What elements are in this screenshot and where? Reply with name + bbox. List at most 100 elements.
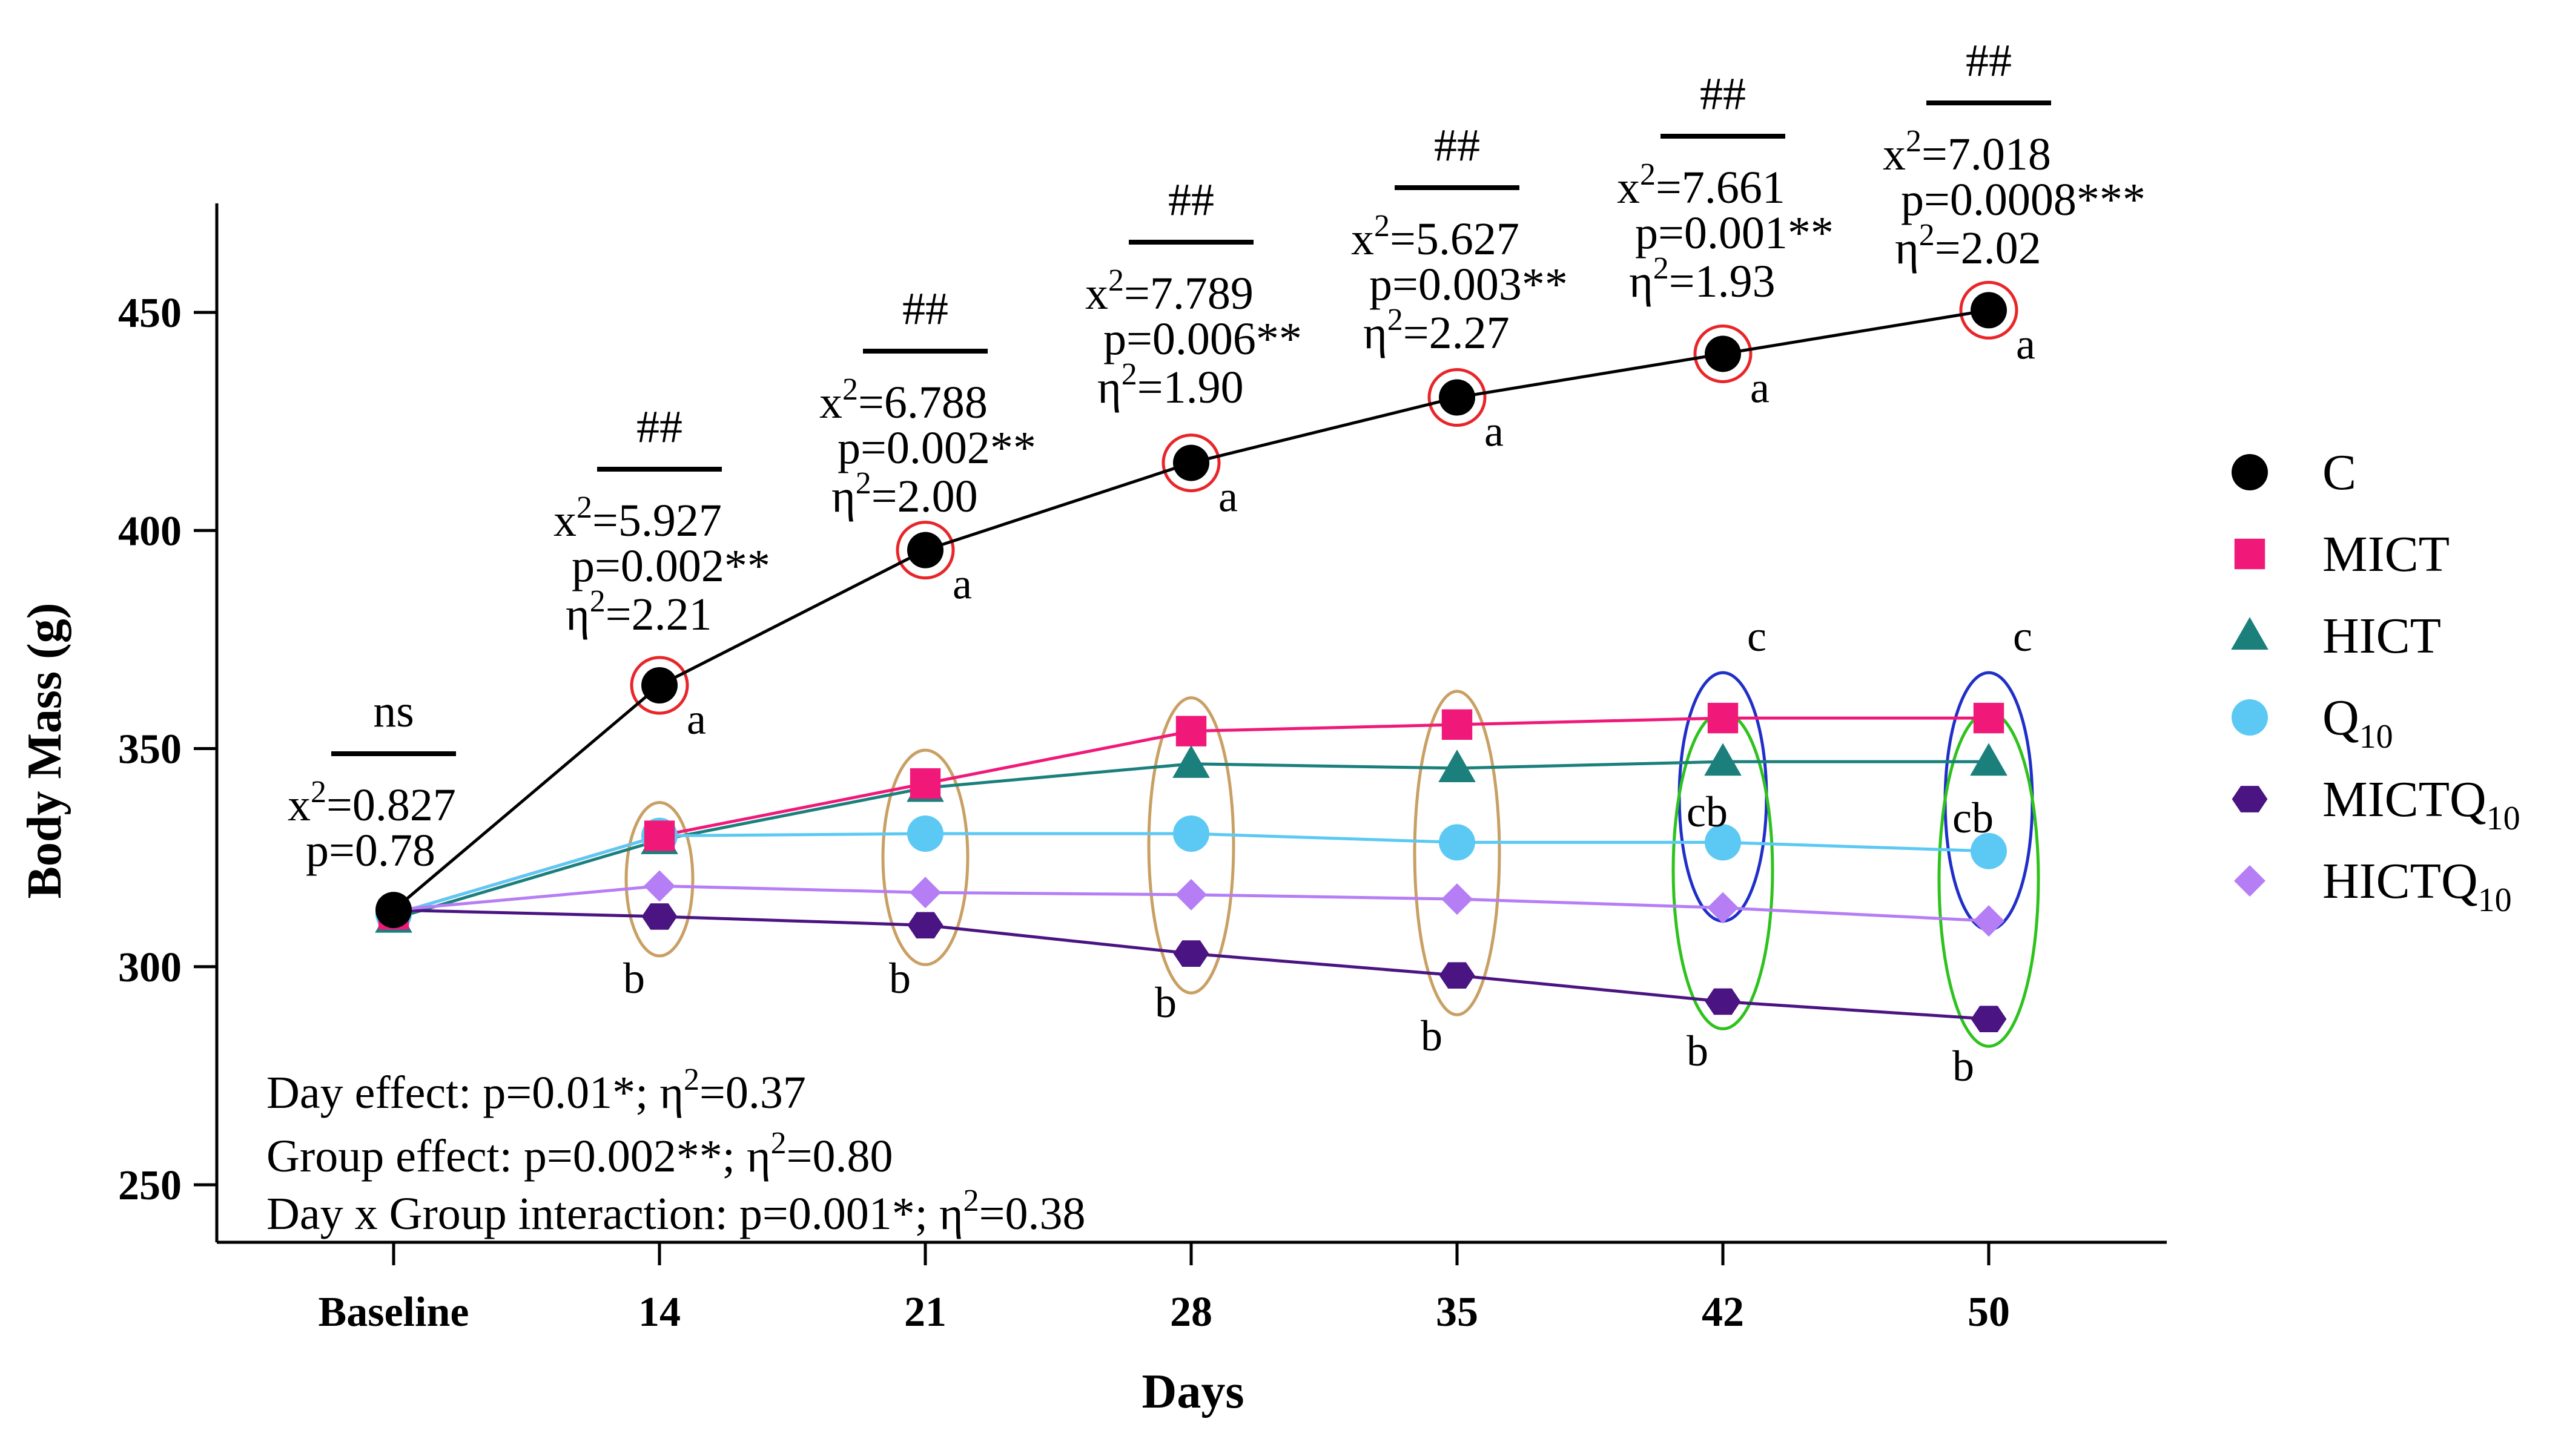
data-point-hictq10	[1175, 878, 1207, 911]
legend-label: HICT	[2322, 608, 2441, 664]
data-point-c	[641, 667, 678, 704]
legend-marker-hict	[2231, 617, 2269, 650]
data-point-hict	[1438, 749, 1476, 783]
data-point-q10	[907, 815, 943, 852]
data-point-mict	[1973, 702, 2004, 734]
significance-marker: ##	[1434, 120, 1480, 171]
data-point-q10	[1705, 824, 1741, 861]
control-highlight-circle	[630, 656, 689, 715]
x-tick-label: 14	[638, 1289, 681, 1336]
data-point-hictq10	[910, 877, 941, 909]
chi-square-value: x2=0.827	[288, 775, 456, 831]
group-letter-c: c	[2013, 612, 2032, 660]
axes: 250 300 350 400 450 Baseline 14 21 28 35 42 50 Days B…	[18, 203, 2167, 1418]
group-letter-cb: cb	[1952, 794, 1994, 842]
data-point-mictq10	[641, 903, 678, 930]
control-highlight-circle	[896, 521, 955, 580]
group-letter-a: a	[687, 695, 706, 743]
data-point-c	[1705, 335, 1741, 372]
control-highlight-circle	[1693, 324, 1753, 383]
significance-marker: ##	[902, 283, 948, 334]
significance-marker: ns	[373, 686, 414, 737]
group-letter-b: b	[1952, 1042, 1974, 1090]
eta-squared-value: η2=2.00	[831, 466, 978, 522]
group-letter-b: b	[1687, 1027, 1708, 1075]
group-letter-a: a	[1484, 407, 1504, 455]
group-letter-cb: cb	[1687, 788, 1728, 836]
significance-marker: ##	[1168, 174, 1214, 225]
data-point-mict	[1707, 702, 1739, 734]
data-point-q10	[1439, 824, 1475, 861]
x-axis-title: Days	[1142, 1365, 1244, 1418]
chi-square-value: x2=6.788	[819, 372, 988, 428]
y-tick-label: 350	[118, 726, 182, 773]
series-markers	[375, 292, 2007, 1033]
significance-marker: ##	[636, 401, 682, 452]
data-point-mictq10	[1705, 988, 1741, 1015]
eta-squared-value: η2=1.90	[1097, 357, 1244, 413]
p-value: p=0.002**	[838, 423, 1036, 473]
group-letter-a: a	[953, 560, 972, 608]
legend-marker-mict	[2234, 538, 2265, 570]
data-point-mictq10	[907, 912, 943, 939]
data-point-hictq10	[1441, 883, 1473, 915]
data-point-hict	[1704, 743, 1742, 776]
legend-label: C	[2322, 444, 2356, 501]
y-tick-label: 450	[118, 290, 182, 337]
control-highlight-circle	[1162, 433, 1221, 493]
group-letter-b: b	[1155, 978, 1177, 1027]
chi-square-value: x2=7.789	[1085, 263, 1254, 319]
data-point-c	[375, 892, 412, 929]
p-value: p=0.0008***	[1901, 174, 2146, 225]
data-point-mict	[1441, 709, 1473, 740]
y-axis-title: Body Mass (g)	[18, 603, 71, 899]
x-tick-label: 28	[1170, 1289, 1212, 1336]
series-lines	[392, 308, 1989, 1021]
data-point-hictq10	[1707, 892, 1739, 924]
data-point-hictq10	[1973, 905, 2004, 937]
effect-statistic: Day effect: p=0.01*; η2=0.37	[266, 1062, 806, 1118]
significance-marker: ##	[1966, 35, 2012, 86]
group-letter-b: b	[1421, 1012, 1442, 1060]
data-point-hict	[1970, 743, 2007, 776]
data-point-mictq10	[1173, 940, 1209, 967]
annotations: nsx2=0.827p=0.78##x2=5.927p=0.002**η2=2.…	[266, 35, 2146, 1239]
data-point-mictq10	[1439, 962, 1475, 989]
data-point-q10	[1971, 832, 2007, 869]
legend-label: MICTQ10	[2322, 771, 2520, 837]
group-highlight-ellipse	[1413, 690, 1501, 1016]
group-letter-a: a	[1218, 473, 1238, 521]
legend-label: MICT	[2322, 526, 2450, 582]
p-value: p=0.78	[306, 825, 435, 876]
legend-marker-mictq10	[2232, 786, 2268, 812]
chi-square-value: x2=5.627	[1351, 209, 1519, 265]
legend-label: Q10	[2322, 690, 2393, 756]
x-tick-label: 35	[1436, 1289, 1478, 1336]
group-letter-a: a	[2016, 320, 2035, 368]
effect-statistic: Group effect: p=0.002**; η2=0.80	[266, 1126, 893, 1182]
group-letter-b: b	[889, 954, 911, 1003]
x-tick-label: Baseline	[319, 1289, 469, 1336]
significance-marker: ##	[1700, 68, 1746, 119]
group-letter-b: b	[623, 954, 645, 1003]
chi-square-value: x2=7.661	[1617, 157, 1785, 213]
data-point-hictq10	[644, 870, 675, 902]
p-value: p=0.003**	[1369, 259, 1568, 310]
effect-statistic: Day x Group interaction: p=0.001*; η2=0.…	[266, 1184, 1086, 1239]
x-tick-label: 21	[904, 1289, 947, 1336]
group-letter-c: c	[1747, 612, 1766, 660]
group-highlight-ellipse	[1147, 696, 1235, 995]
data-point-c	[907, 532, 943, 568]
legend-marker-q10	[2232, 699, 2268, 736]
group-letter-a: a	[1750, 363, 1770, 412]
data-point-hict	[1172, 745, 1210, 778]
data-point-c	[1971, 292, 2007, 329]
data-point-q10	[1173, 815, 1209, 852]
chi-square-value: x2=7.018	[1883, 124, 2051, 180]
eta-squared-value: η2=2.27	[1363, 303, 1510, 358]
data-point-mictq10	[1971, 1006, 2007, 1033]
chi-square-value: x2=5.927	[554, 490, 722, 546]
x-tick-label: 42	[1702, 1289, 1744, 1336]
